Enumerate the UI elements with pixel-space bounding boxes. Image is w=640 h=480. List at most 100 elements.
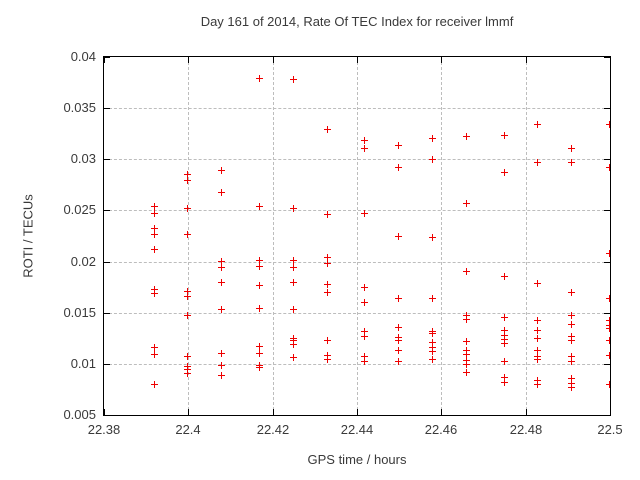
data-point [462, 369, 470, 377]
data-point [256, 342, 263, 350]
data-point [500, 336, 508, 344]
data-point [150, 209, 158, 217]
data-point [184, 288, 192, 296]
data-point [218, 189, 226, 196]
y-tick [104, 364, 110, 365]
y-tick-label: 0.005 [63, 407, 96, 422]
data-point [323, 351, 331, 359]
data-point [500, 272, 508, 280]
data-point [462, 356, 470, 364]
data-point [323, 289, 331, 297]
data-point [289, 256, 297, 264]
data-point [568, 321, 575, 328]
data-point [568, 289, 575, 297]
data-point [606, 120, 610, 128]
data-point [361, 136, 369, 144]
x-tick-label: 22.4 [175, 422, 201, 437]
data-point [534, 381, 542, 389]
x-tick [610, 57, 611, 63]
y-tick [604, 364, 610, 365]
plot-area [103, 56, 611, 416]
data-point [289, 353, 297, 361]
data-point [150, 286, 158, 294]
data-point [462, 200, 470, 208]
data-point [150, 343, 158, 351]
data-point [184, 366, 192, 373]
data-point [256, 282, 263, 290]
y-tick [604, 210, 610, 211]
data-point [568, 333, 575, 341]
data-point [428, 330, 436, 338]
x-tick-label: 22.38 [87, 422, 121, 437]
grid-line-x [188, 57, 189, 415]
data-point [568, 352, 575, 360]
data-point [606, 337, 610, 345]
data-point [395, 324, 403, 332]
x-tick [104, 409, 105, 415]
x-tick [357, 409, 358, 415]
data-point [218, 372, 226, 380]
data-point [218, 263, 226, 271]
data-point [500, 332, 508, 340]
y-tick [104, 210, 110, 211]
data-point [462, 360, 470, 368]
grid-line-y [104, 262, 610, 263]
data-point [428, 339, 436, 347]
data-point [568, 145, 575, 153]
data-point [150, 231, 158, 238]
data-point [289, 205, 297, 213]
data-point [534, 280, 542, 288]
data-point [500, 313, 508, 321]
data-point [606, 250, 610, 258]
data-point [184, 205, 192, 213]
data-point [395, 337, 403, 345]
data-point [428, 156, 436, 164]
grid-line-y [104, 210, 610, 211]
data-point [184, 176, 192, 184]
data-point [462, 267, 470, 275]
data-point [462, 315, 470, 323]
data-point [289, 263, 297, 271]
data-point [534, 346, 542, 354]
data-point [428, 234, 436, 241]
data-point [218, 257, 226, 265]
data-point [606, 325, 610, 333]
data-point [462, 132, 470, 140]
data-point [184, 293, 192, 301]
data-point [395, 163, 403, 171]
data-point [395, 142, 403, 149]
data-point [462, 350, 470, 358]
y-tick [604, 415, 610, 416]
x-tick [188, 57, 189, 63]
data-point [428, 295, 436, 303]
y-tick [104, 57, 110, 58]
data-point [534, 159, 542, 167]
data-point [500, 168, 508, 176]
data-point [395, 233, 403, 240]
data-point [500, 357, 508, 365]
data-point [361, 357, 369, 365]
x-tick-label: 22.48 [509, 422, 543, 437]
y-tick-label: 0.025 [63, 202, 96, 217]
data-point [361, 209, 369, 217]
x-axis-title: GPS time / hours [307, 452, 407, 467]
data-point [289, 341, 297, 349]
data-point [218, 166, 226, 174]
grid-line-x [526, 57, 527, 415]
x-tick [188, 409, 189, 415]
y-tick [104, 415, 110, 416]
data-point [256, 74, 263, 82]
data-point [462, 346, 470, 354]
data-point [361, 284, 369, 292]
x-tick [441, 409, 442, 415]
data-point [606, 351, 610, 359]
data-point [150, 290, 158, 298]
data-point [568, 384, 575, 392]
data-point [289, 75, 297, 83]
y-tick [104, 262, 110, 263]
data-point [256, 262, 263, 270]
data-point [256, 349, 263, 357]
data-point [428, 355, 436, 363]
data-point [184, 352, 192, 360]
data-point [568, 357, 575, 365]
